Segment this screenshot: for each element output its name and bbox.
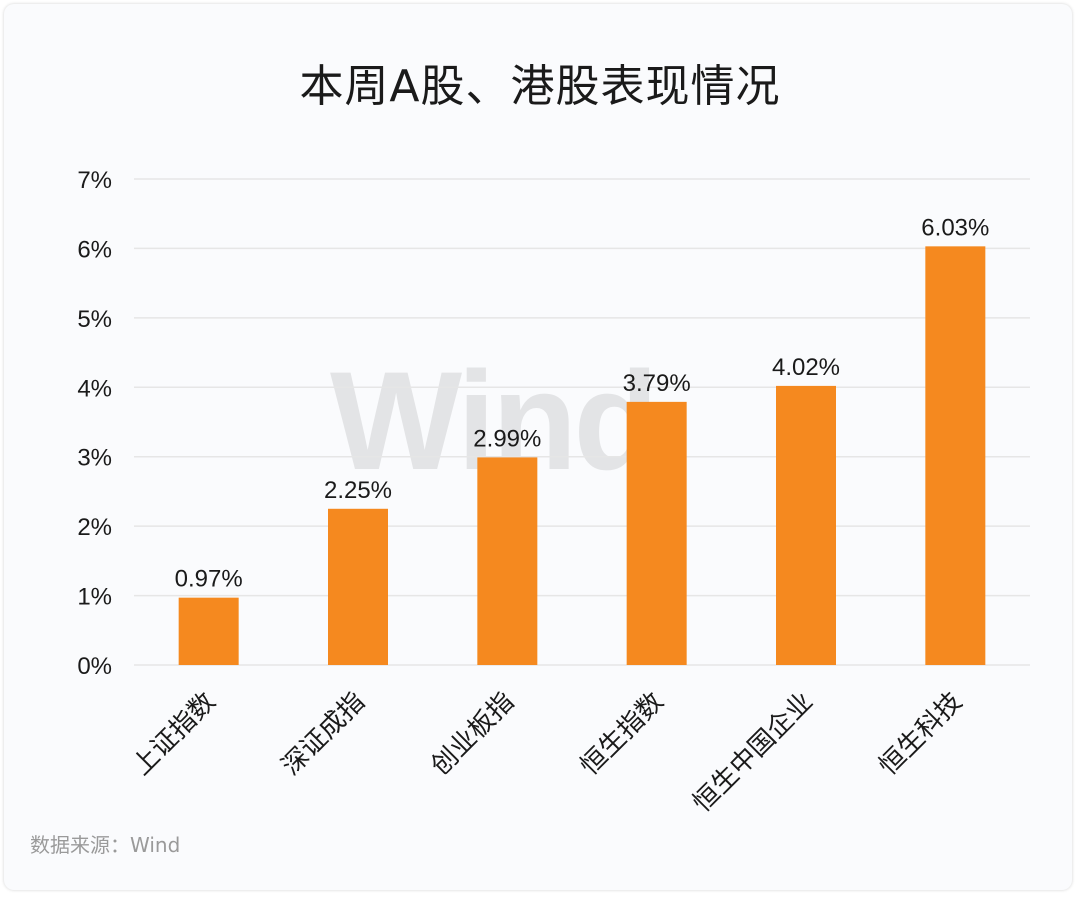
bar: [925, 246, 986, 666]
bar-value-label: 6.03%: [921, 214, 989, 241]
bar-value-label: 0.97%: [175, 566, 243, 593]
y-tick-label: 1%: [77, 584, 112, 611]
bar-value-label: 4.02%: [772, 354, 840, 381]
chart-card: [4, 4, 1072, 890]
bar: [178, 597, 239, 665]
x-category-label: 创业板指: [426, 687, 521, 782]
x-category-label: 恒生中国企业: [687, 687, 819, 819]
chart-title: 本周A股、港股表现情况: [299, 61, 781, 112]
bar-value-label: 2.25%: [324, 477, 392, 504]
y-tick-label: 6%: [77, 236, 112, 263]
x-category-label: 恒生科技: [874, 687, 969, 782]
x-category-label: 上证指数: [127, 687, 222, 782]
bar: [477, 457, 538, 665]
bar: [328, 508, 388, 665]
bar: [776, 385, 836, 665]
y-tick-label: 5%: [77, 306, 112, 333]
bar-value-label: 3.79%: [623, 370, 691, 397]
y-tick-label: 2%: [77, 514, 112, 541]
y-tick-label: 7%: [77, 167, 112, 194]
bar: [626, 401, 687, 665]
y-tick-label: 4%: [77, 375, 112, 402]
y-tick-label: 0%: [77, 653, 112, 680]
y-tick-label: 3%: [77, 445, 112, 472]
data-source-note: 数据来源：Wind: [30, 833, 181, 857]
x-category-label: 恒生指数: [575, 687, 670, 782]
x-category-label: 深证成指: [276, 687, 371, 782]
bar-value-label: 2.99%: [473, 425, 541, 452]
